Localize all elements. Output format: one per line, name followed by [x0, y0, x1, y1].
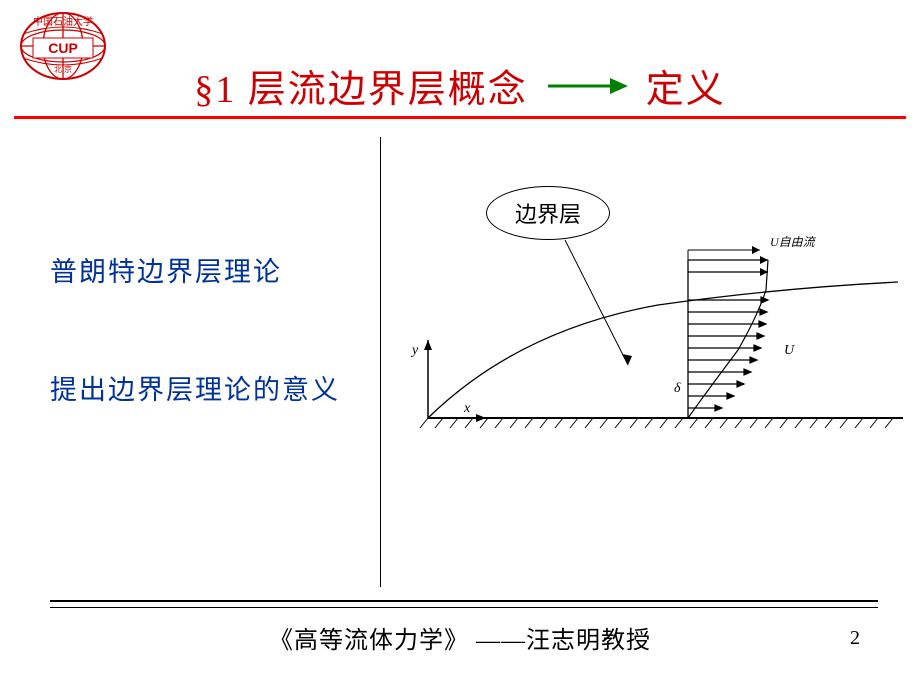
title-definition-text: 定义 — [646, 58, 726, 113]
title-main-text: §1 层流边界层概念 — [194, 58, 528, 113]
delta-label: δ — [674, 381, 681, 396]
header-divider — [14, 116, 906, 119]
callout-label: 边界层 — [486, 186, 610, 240]
left-item-1: 普朗特边界层理论 — [50, 250, 282, 289]
svg-text:中国石油大学: 中国石油大学 — [33, 15, 93, 28]
arrow-icon — [546, 74, 628, 98]
footer-rule-thick — [50, 600, 878, 602]
x-axis-label: x — [463, 401, 471, 416]
u-free-label: U自由流 — [770, 235, 817, 249]
callout-text: 边界层 — [515, 197, 581, 229]
vertical-divider — [380, 137, 381, 587]
bl-edge-curve — [428, 282, 898, 418]
left-item-2: 提出边界层理论的意义 — [50, 368, 340, 407]
slide-title: §1 层流边界层概念 定义 — [0, 58, 920, 113]
page-number: 2 — [850, 627, 860, 650]
boundary-layer-diagram: y x δ U自由流 U — [398, 220, 908, 450]
footer-rule-thin — [50, 607, 878, 608]
u-label: U — [784, 343, 795, 358]
footer-text: 《高等流体力学》 ——汪志明教授 — [0, 620, 920, 655]
y-axis-label: y — [410, 343, 419, 358]
svg-text:CUP: CUP — [48, 40, 78, 56]
